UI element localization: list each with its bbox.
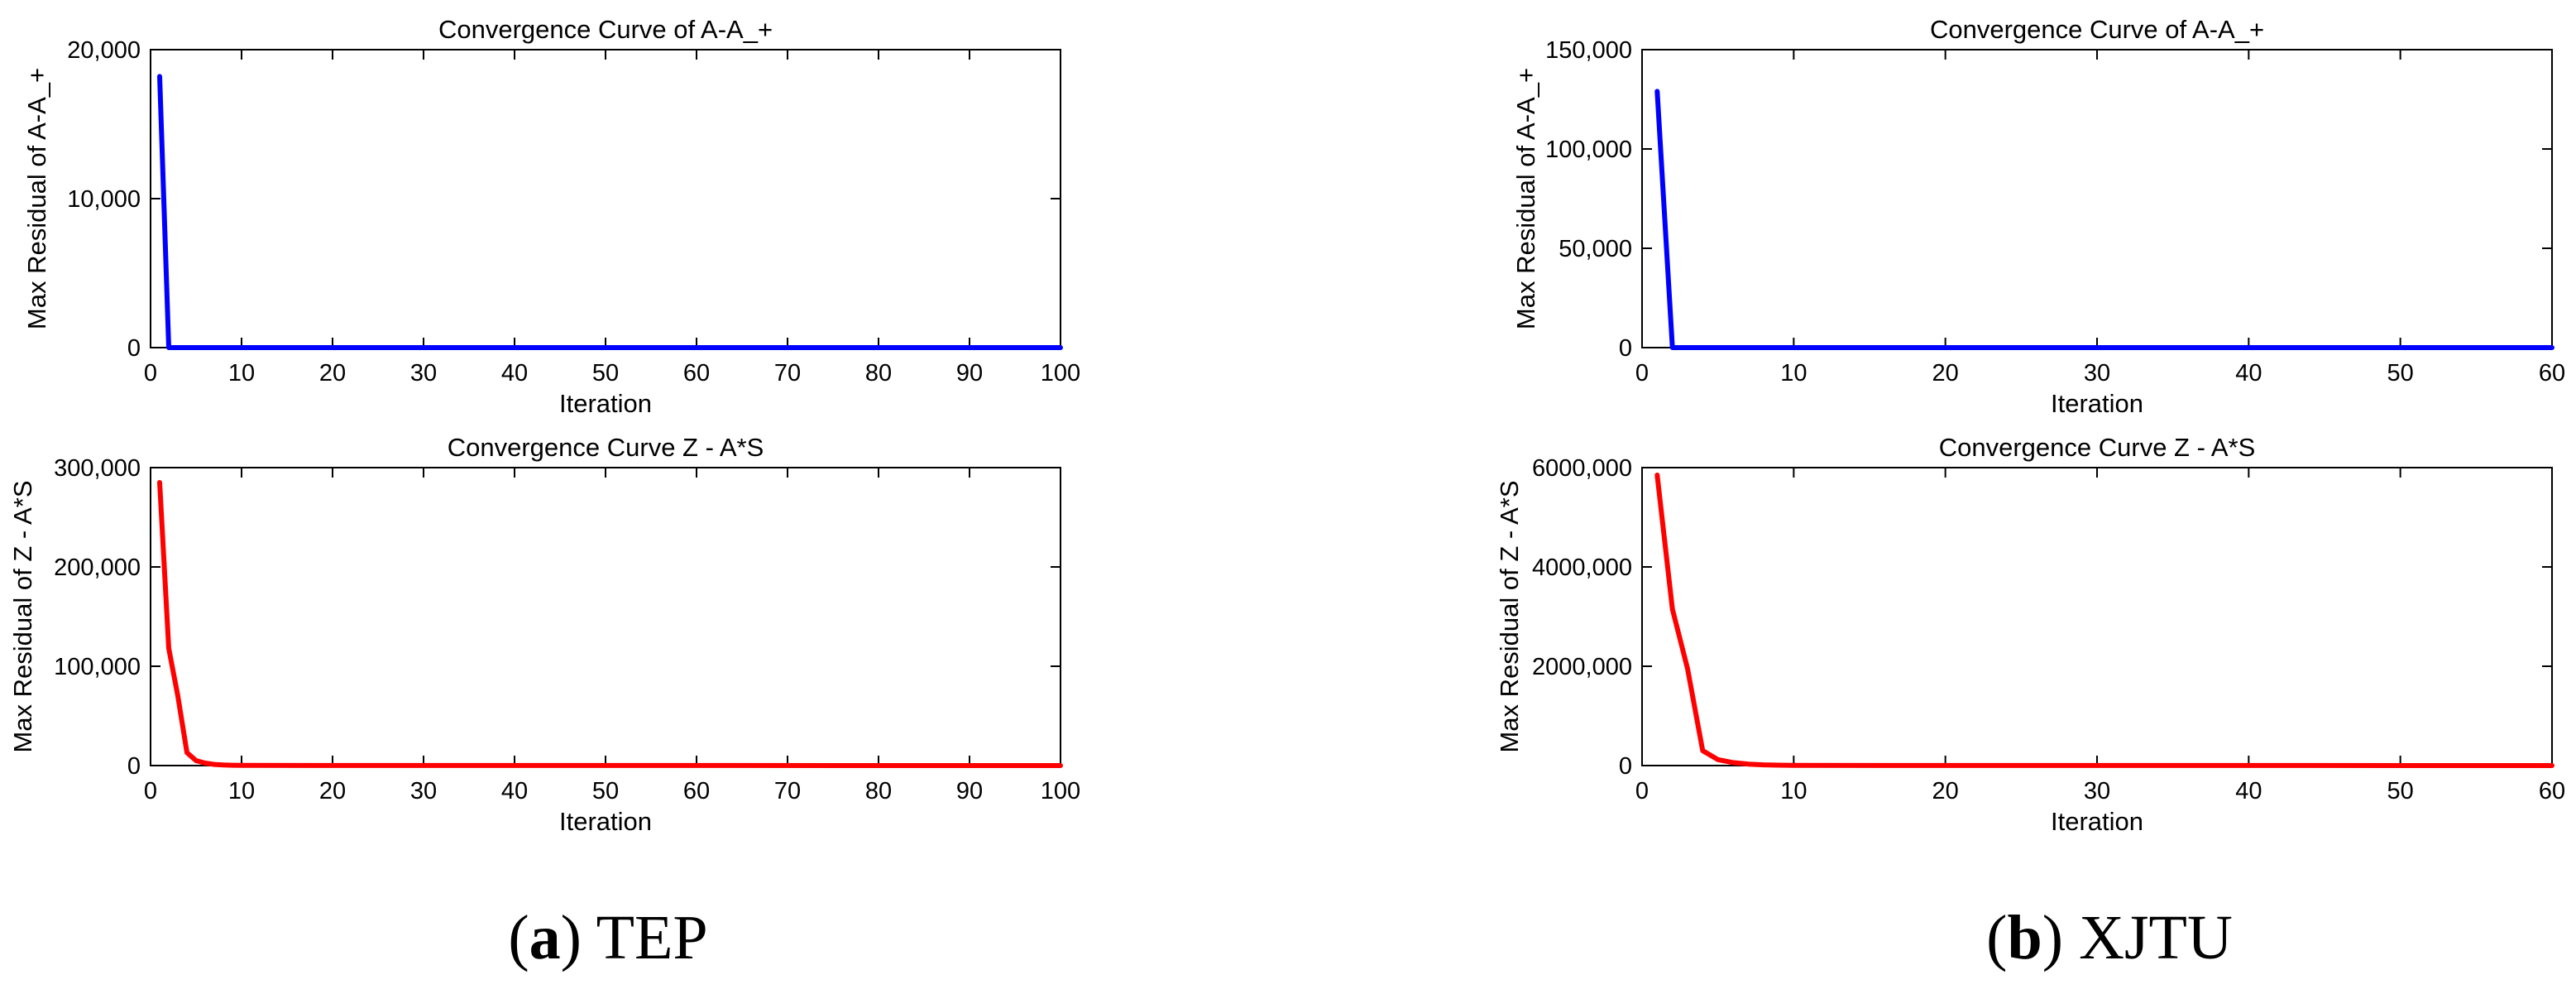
x-tick-label: 40	[2235, 778, 2262, 804]
x-tick-label: 30	[2084, 360, 2110, 387]
x-tick-label: 60	[2539, 778, 2565, 804]
y-tick-label: 4000,000	[1532, 555, 1632, 581]
chart-xjtu-z: 0 10 20 30 40 50 60 0 2000,000 4000,000 6000,000 Co…	[1495, 433, 2565, 836]
y-tick-label: 200,000	[54, 555, 141, 581]
panel-b-name: XJTU	[2079, 903, 2233, 972]
y-tick-label: 20,000	[67, 37, 141, 64]
y-tick-label: 10,000	[67, 186, 141, 213]
x-tick-label: 30	[410, 360, 437, 387]
y-tick-label: 150,000	[1545, 37, 1632, 64]
chart-title: Convergence Curve of A-A_+	[438, 15, 773, 44]
x-tick-label: 50	[2387, 778, 2414, 804]
plot-area	[150, 467, 1061, 766]
x-tick-label: 0	[144, 778, 157, 804]
x-tick-label: 60	[683, 778, 710, 804]
x-tick-label: 60	[2539, 360, 2565, 387]
x-tick-label: 80	[865, 360, 892, 387]
series-line	[1654, 89, 2554, 350]
y-tick-label: 0	[1619, 335, 1632, 362]
x-tick-label: 0	[1635, 360, 1649, 387]
y-axis-label: Max Residual of Z - A*S	[1495, 480, 1524, 752]
x-tick-label: 20	[1932, 778, 1959, 804]
x-tick-label: 20	[319, 360, 346, 387]
y-axis-label: Max Residual of A-A_+	[1511, 68, 1540, 329]
x-tick-label: 30	[2084, 778, 2110, 804]
x-tick-label: 60	[683, 360, 710, 387]
x-axis-label: Iteration	[2051, 389, 2143, 418]
series-line	[1654, 473, 2554, 768]
chart-xjtu-a: 0 10 20 30 40 50 60 0 50,000 100,000 150,000 Conver…	[1511, 15, 2565, 418]
panel-a-caption: (a) TEP	[508, 903, 708, 972]
x-tick-label: 10	[1780, 360, 1807, 387]
x-tick-label: 90	[956, 360, 983, 387]
x-tick-label: 100	[1041, 778, 1080, 804]
chart-title: Convergence Curve of A-A_+	[1930, 15, 2264, 44]
y-tick-label: 6000,000	[1532, 455, 1632, 482]
panel-b-letter: b	[2007, 903, 2042, 972]
panel-a-name: TEP	[596, 903, 708, 972]
y-tick-label: 0	[127, 335, 141, 362]
x-tick-label: 20	[319, 778, 346, 804]
x-tick-label: 70	[774, 360, 801, 387]
y-tick-label: 50,000	[1559, 236, 1632, 262]
x-tick-label: 10	[228, 360, 255, 387]
plot-area	[1641, 467, 2553, 766]
series-line	[157, 480, 1063, 768]
x-tick-label: 40	[2235, 360, 2262, 387]
x-tick-label: 0	[144, 360, 157, 387]
x-tick-label: 50	[592, 360, 619, 387]
y-tick-label: 0	[127, 753, 141, 780]
x-tick-label: 70	[774, 778, 801, 804]
y-tick-label: 0	[1619, 753, 1632, 780]
panel-a-letter: a	[529, 903, 561, 972]
x-axis-label: Iteration	[2051, 807, 2143, 836]
chart-tep-a: 0 10 20 30 40 50 60 70 80 90 100 0 10,000 20,000 Conve…	[22, 15, 1080, 418]
x-axis-label: Iteration	[559, 389, 652, 418]
x-tick-label: 0	[1635, 778, 1649, 804]
x-tick-label: 10	[228, 778, 255, 804]
chart-tep-z: 0 10 20 30 40 50 60 70 80 90 100 0 100,000 200,000 300…	[8, 433, 1080, 836]
x-tick-label: 50	[2387, 360, 2414, 387]
chart-title: Convergence Curve Z - A*S	[448, 433, 764, 462]
y-tick-label: 100,000	[1545, 137, 1632, 163]
y-tick-label: 300,000	[54, 455, 141, 482]
x-tick-label: 20	[1932, 360, 1959, 387]
x-tick-label: 90	[956, 778, 983, 804]
series-line	[157, 74, 1063, 350]
x-tick-label: 40	[501, 360, 528, 387]
x-tick-label: 50	[592, 778, 619, 804]
y-tick-label: 2000,000	[1532, 654, 1632, 680]
x-tick-label: 40	[501, 778, 528, 804]
x-axis-label: Iteration	[559, 807, 652, 836]
panel-b-caption: (b) XJTU	[1986, 903, 2233, 972]
x-tick-label: 10	[1780, 778, 1807, 804]
y-axis-label: Max Residual of Z - A*S	[8, 480, 37, 752]
x-tick-label: 80	[865, 778, 892, 804]
chart-title: Convergence Curve Z - A*S	[1939, 433, 2256, 462]
x-tick-label: 30	[410, 778, 437, 804]
y-tick-label: 100,000	[54, 654, 141, 680]
y-axis-label: Max Residual of A-A_+	[22, 68, 51, 329]
x-tick-label: 100	[1041, 360, 1080, 387]
plot-area	[150, 49, 1061, 348]
plot-area	[1641, 49, 2553, 348]
